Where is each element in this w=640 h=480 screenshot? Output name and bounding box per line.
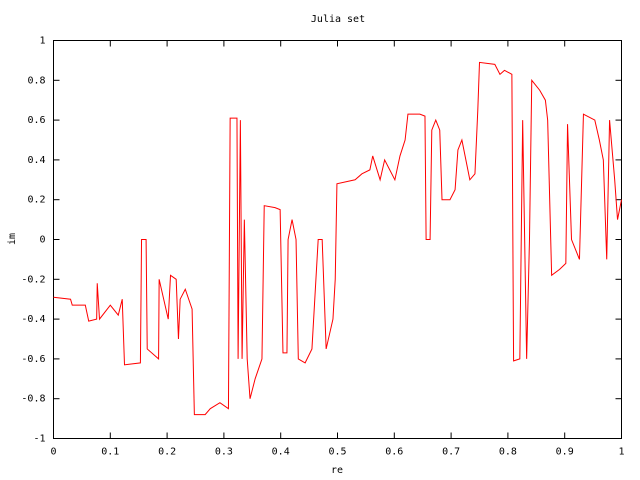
x-tick-label: 0.3 [215,447,233,458]
y-axis-label: im [7,233,18,245]
y-tick-label: 0 [39,235,45,246]
y-tick-label: -0.4 [21,314,45,325]
x-axis-label: re [331,465,343,476]
y-tick-label: -1 [33,434,45,445]
y-tick-label: 1 [39,36,45,47]
x-tick-label: 0.7 [442,447,460,458]
x-tick-label: 0.1 [101,447,119,458]
x-tick-label: 0.8 [499,447,517,458]
y-tick-label: 0.4 [27,155,45,166]
x-tick-label: 0.5 [328,447,346,458]
y-tick-label: -0.6 [21,354,45,365]
y-tick-label: -0.2 [21,274,45,285]
x-tick-label: 0.2 [158,447,176,458]
x-tick-label: 0 [50,447,56,458]
y-tick-label: 0.8 [27,75,45,86]
y-tick-label: -0.8 [21,394,45,405]
y-tick-label: 0.2 [27,195,45,206]
y-tick-label: 0.6 [27,115,45,126]
x-tick-label: 0.6 [385,447,403,458]
chart-title: Julia set [311,14,365,25]
x-tick-label: 0.4 [272,447,290,458]
x-tick-label: 0.9 [556,447,574,458]
data-line [53,61,622,416]
x-tick-label: 1 [618,447,624,458]
